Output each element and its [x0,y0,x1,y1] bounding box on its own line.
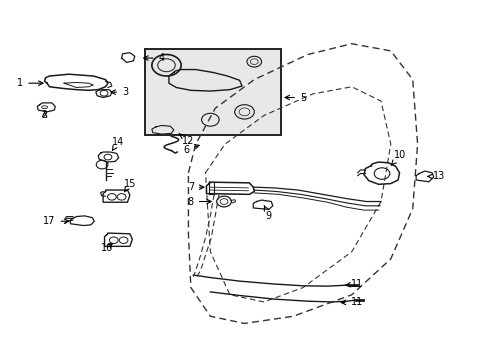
Text: 11: 11 [344,279,362,289]
Bar [144,49,281,135]
Text: 3: 3 [111,87,128,97]
Text: 2: 2 [41,111,48,121]
Text: 4: 4 [143,53,164,63]
Text: 5: 5 [285,93,305,103]
Text: 12: 12 [179,134,194,145]
Text: 17: 17 [43,216,69,226]
Text: 8: 8 [187,197,211,207]
Text: 6: 6 [183,144,199,154]
Text: 9: 9 [264,206,271,221]
Text: 15: 15 [123,179,136,192]
Text: 11: 11 [341,297,362,307]
Text: 7: 7 [187,182,203,192]
Text: 1: 1 [17,78,43,88]
Text: 16: 16 [101,243,113,253]
Text: 13: 13 [427,171,445,181]
Text: 14: 14 [111,138,123,150]
Text: 10: 10 [390,150,406,165]
